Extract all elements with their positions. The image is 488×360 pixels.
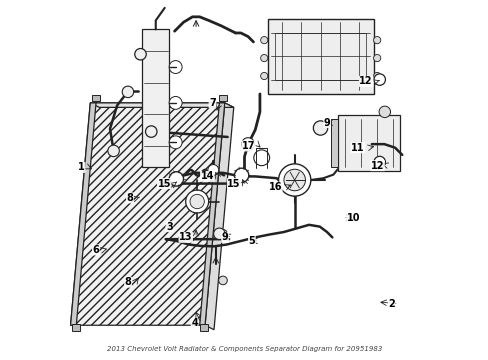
Circle shape bbox=[278, 164, 310, 196]
Bar bbox=[219, 95, 227, 101]
Polygon shape bbox=[330, 119, 337, 167]
Circle shape bbox=[260, 37, 267, 44]
Text: 3: 3 bbox=[166, 222, 172, 231]
Bar bbox=[274, 33, 366, 80]
Circle shape bbox=[313, 121, 327, 135]
Bar bbox=[337, 116, 400, 171]
Polygon shape bbox=[199, 103, 224, 325]
Circle shape bbox=[373, 54, 380, 62]
Circle shape bbox=[378, 106, 390, 118]
Polygon shape bbox=[204, 103, 233, 330]
Text: 13: 13 bbox=[179, 232, 192, 242]
Circle shape bbox=[218, 229, 227, 238]
Circle shape bbox=[373, 72, 380, 80]
Circle shape bbox=[185, 190, 208, 213]
Text: 8: 8 bbox=[126, 193, 133, 203]
Bar bbox=[142, 30, 169, 167]
Text: 6: 6 bbox=[92, 245, 99, 255]
Text: 2: 2 bbox=[387, 299, 394, 309]
Bar bbox=[199, 324, 207, 330]
Text: 7: 7 bbox=[209, 98, 215, 108]
Text: 17: 17 bbox=[241, 141, 255, 151]
Circle shape bbox=[108, 145, 119, 157]
Circle shape bbox=[169, 136, 182, 149]
Polygon shape bbox=[70, 103, 96, 325]
Bar bbox=[267, 19, 373, 94]
Circle shape bbox=[373, 37, 380, 44]
Text: 12: 12 bbox=[359, 76, 372, 86]
Circle shape bbox=[284, 169, 305, 191]
Circle shape bbox=[373, 156, 385, 168]
Bar bbox=[72, 324, 80, 330]
Circle shape bbox=[169, 172, 183, 186]
Circle shape bbox=[169, 96, 182, 109]
Text: 5: 5 bbox=[248, 236, 255, 246]
Text: 1: 1 bbox=[78, 162, 85, 172]
Text: 9: 9 bbox=[323, 118, 330, 128]
Circle shape bbox=[260, 72, 267, 80]
Circle shape bbox=[169, 60, 182, 73]
Circle shape bbox=[373, 74, 385, 85]
Text: 15: 15 bbox=[227, 179, 241, 189]
Circle shape bbox=[253, 150, 269, 166]
Text: 8: 8 bbox=[124, 277, 131, 287]
Circle shape bbox=[207, 165, 218, 175]
Polygon shape bbox=[70, 103, 224, 325]
Circle shape bbox=[241, 138, 254, 150]
Polygon shape bbox=[90, 103, 233, 107]
Text: 15: 15 bbox=[157, 179, 171, 189]
Text: 12: 12 bbox=[370, 161, 384, 171]
Text: 10: 10 bbox=[346, 213, 360, 222]
Circle shape bbox=[135, 49, 146, 60]
Circle shape bbox=[145, 126, 157, 137]
Bar bbox=[92, 95, 100, 101]
Text: 11: 11 bbox=[350, 143, 364, 153]
Text: 14: 14 bbox=[200, 171, 214, 181]
Circle shape bbox=[218, 276, 227, 285]
Text: 2013 Chevrolet Volt Radiator & Components Separator Diagram for 20951983: 2013 Chevrolet Volt Radiator & Component… bbox=[106, 346, 382, 352]
Text: 16: 16 bbox=[268, 182, 282, 192]
Text: 4: 4 bbox=[191, 319, 198, 328]
Circle shape bbox=[122, 86, 133, 98]
Circle shape bbox=[213, 228, 224, 239]
Circle shape bbox=[260, 54, 267, 62]
Text: 9: 9 bbox=[221, 232, 228, 242]
Circle shape bbox=[234, 168, 248, 183]
Circle shape bbox=[190, 194, 204, 209]
